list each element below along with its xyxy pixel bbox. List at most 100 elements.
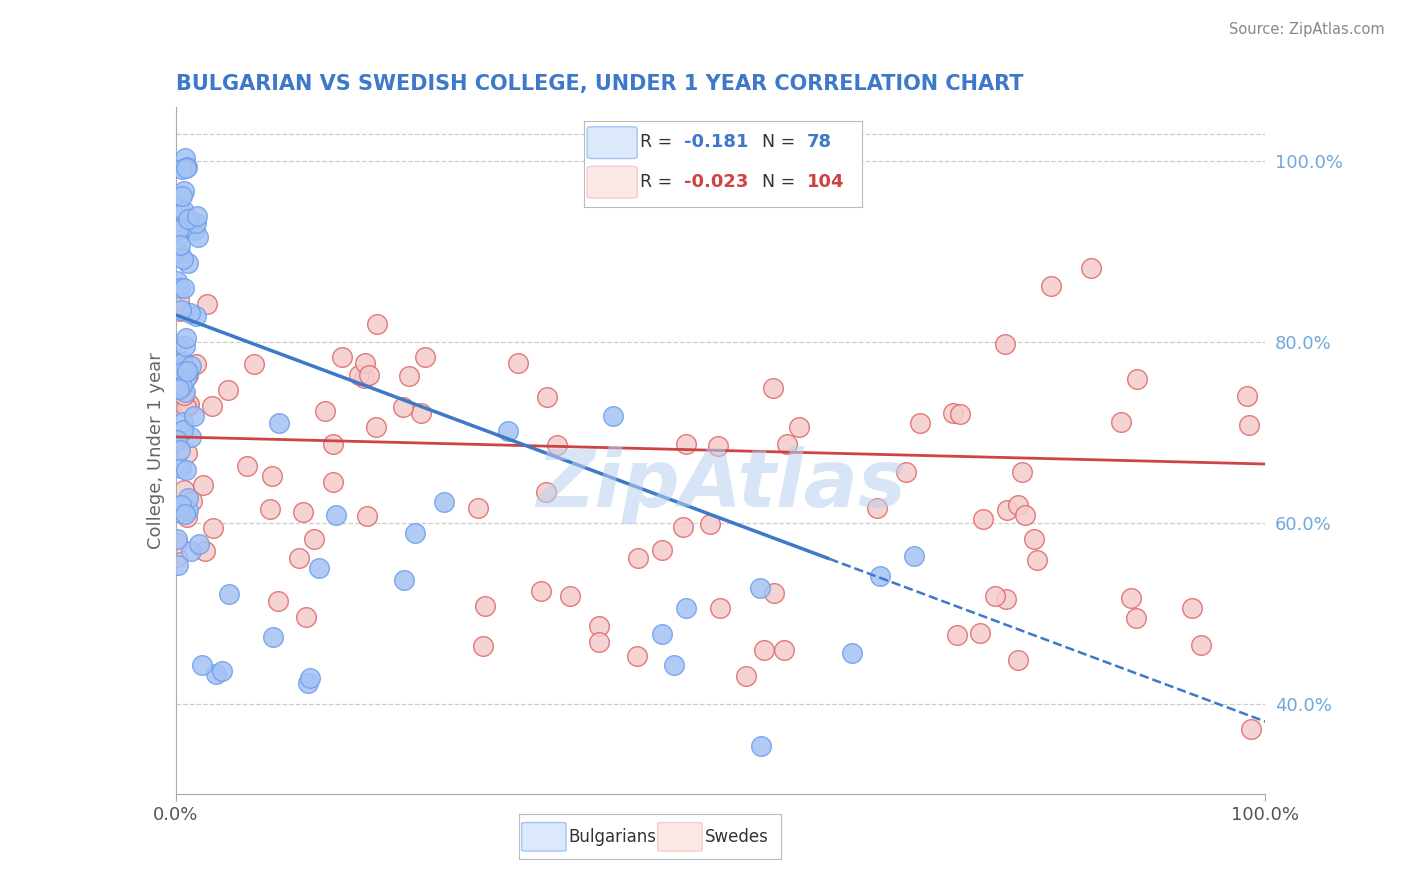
Point <box>176 364 198 378</box>
Point <box>169 443 191 458</box>
Point <box>995 503 1018 517</box>
Point <box>202 521 225 535</box>
Point <box>762 381 785 395</box>
Point <box>330 350 353 364</box>
Point <box>177 364 200 378</box>
Point <box>243 357 266 371</box>
Point <box>749 739 772 754</box>
Text: N =: N = <box>762 133 801 152</box>
Point <box>588 635 610 649</box>
Point <box>177 491 200 505</box>
Point <box>170 302 193 317</box>
Point <box>170 221 193 235</box>
Point <box>749 582 772 596</box>
Text: 104: 104 <box>807 173 844 191</box>
Point <box>1126 372 1149 386</box>
Point <box>167 505 190 519</box>
Point <box>181 494 204 508</box>
Point <box>347 368 370 382</box>
Point <box>903 549 925 563</box>
Point <box>776 437 799 451</box>
Point <box>969 626 991 640</box>
Point <box>169 281 191 295</box>
Point <box>1236 389 1258 403</box>
Point <box>236 458 259 473</box>
Point <box>354 356 377 370</box>
Point <box>626 551 648 566</box>
Point <box>176 400 198 414</box>
FancyBboxPatch shape <box>588 166 637 198</box>
Point <box>173 203 195 218</box>
Point <box>534 485 557 500</box>
Point <box>496 425 519 439</box>
Point <box>536 390 558 404</box>
Point <box>675 600 697 615</box>
Point <box>172 354 194 368</box>
Point <box>184 216 207 230</box>
Point <box>651 626 673 640</box>
Point <box>187 230 209 244</box>
Point <box>1022 533 1045 547</box>
Point <box>709 601 731 615</box>
Point <box>201 400 224 414</box>
Point <box>166 532 188 546</box>
FancyBboxPatch shape <box>522 822 567 851</box>
Point <box>188 537 211 551</box>
Point <box>173 151 195 165</box>
Point <box>1025 553 1047 567</box>
Point <box>588 618 610 632</box>
Point <box>762 586 785 600</box>
Point <box>366 317 388 331</box>
Point <box>325 508 347 522</box>
Point <box>299 671 322 685</box>
Text: R =: R = <box>640 173 678 191</box>
Point <box>177 368 200 382</box>
Point <box>167 383 190 397</box>
Point <box>413 350 436 364</box>
Text: Bulgarians: Bulgarians <box>568 828 657 846</box>
Point <box>865 500 887 515</box>
Point <box>474 599 496 613</box>
Point <box>314 403 336 417</box>
Point <box>195 297 218 311</box>
Point <box>773 642 796 657</box>
Point <box>994 592 1017 607</box>
Point <box>1237 418 1260 433</box>
Point <box>173 388 195 402</box>
Point <box>166 434 188 448</box>
Point <box>174 161 197 175</box>
Point <box>1014 508 1036 523</box>
Point <box>994 336 1017 351</box>
Point <box>983 589 1005 603</box>
Point <box>174 463 197 477</box>
Point <box>972 511 994 525</box>
Point <box>787 420 810 434</box>
Point <box>322 475 344 489</box>
Point <box>169 304 191 318</box>
FancyBboxPatch shape <box>588 127 637 159</box>
Point <box>184 222 207 236</box>
Point <box>170 189 193 203</box>
Point <box>170 162 193 177</box>
Point <box>353 371 375 385</box>
Point <box>266 594 288 608</box>
Point <box>169 301 191 316</box>
Point <box>191 477 214 491</box>
Point <box>170 354 193 368</box>
Point <box>170 365 193 379</box>
Point <box>472 639 495 653</box>
Point <box>672 520 695 534</box>
Point <box>174 507 197 521</box>
Point <box>1040 278 1063 293</box>
Text: -0.023: -0.023 <box>685 173 749 191</box>
Point <box>174 339 197 353</box>
Point <box>626 648 648 663</box>
Point <box>176 510 198 524</box>
Point <box>392 573 415 587</box>
Point <box>172 415 194 429</box>
Point <box>186 209 208 223</box>
Point <box>194 544 217 558</box>
Point <box>177 256 200 270</box>
Point <box>184 357 207 371</box>
Point <box>166 550 188 565</box>
